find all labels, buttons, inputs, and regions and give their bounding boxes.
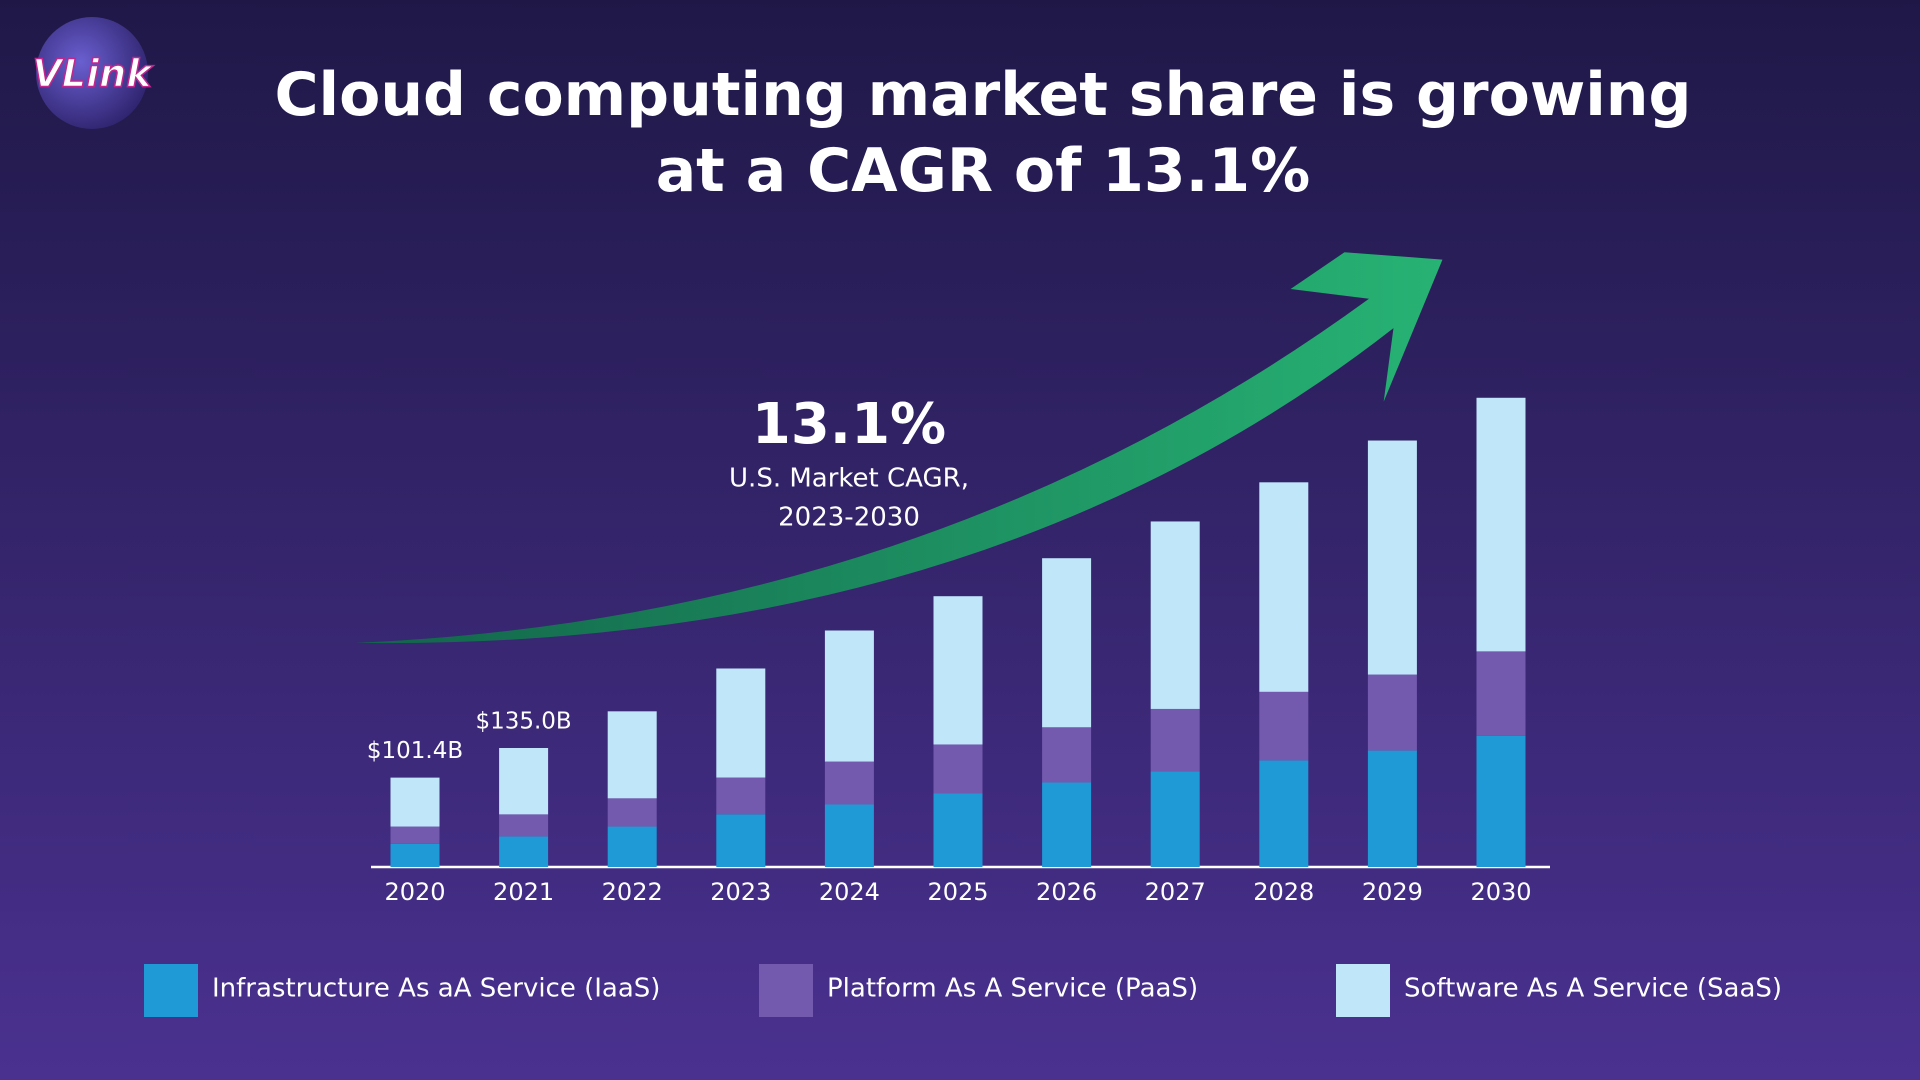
bar-segment [499,747,549,815]
x-tick-label: 2027 [1145,878,1206,906]
bar-segment [1042,727,1092,783]
annotation-line: 2023-2030 [778,503,920,533]
bar-segment [390,843,440,867]
x-tick-label: 2020 [384,878,445,906]
bar-segment [824,630,874,762]
bar-segment [716,814,766,867]
x-tick-label: 2025 [927,878,988,906]
bar-segment [933,793,983,867]
bar-segment [1259,482,1309,692]
x-tick-label: 2026 [1036,878,1097,906]
bar-segment [716,668,766,778]
total-label: $135.0B [475,708,571,734]
bar-segment [390,777,440,827]
legend-label: Infrastructure As aA Service (IaaS) [212,974,660,1004]
x-tick-label: 2023 [710,878,771,906]
bar-segment [933,596,983,745]
bar-segment [716,777,766,815]
x-tick-label: 2024 [819,878,880,906]
logo-text: VLink [33,52,155,96]
bar-segment [499,814,549,837]
bar-segment [1476,397,1526,652]
legend-swatch [144,964,198,1017]
title-line: Cloud computing market share is growing [275,60,1692,130]
bar-segment [1259,691,1309,761]
bar-segment [1259,760,1309,867]
bar-segment [1367,674,1417,751]
bar-segment [607,798,657,827]
bar-segment [824,804,874,867]
annotation-line: U.S. Market CAGR, [729,464,969,494]
x-tick-label: 2030 [1470,878,1531,906]
x-tick-label: 2029 [1362,878,1423,906]
logo-globe [36,17,148,129]
bar-segment [499,836,549,867]
bar-segment [1367,750,1417,867]
bar-segment [607,711,657,799]
bar-segment [1367,440,1417,675]
bar-segment [1476,735,1526,867]
bar-segment [390,826,440,844]
x-tick-label: 2022 [602,878,663,906]
bar-segment [1476,651,1526,736]
bar-segment [1150,521,1200,709]
chart-title: Cloud computing market share is growing a… [275,60,1692,206]
legend-label: Platform As A Service (PaaS) [827,974,1198,1004]
bar-segment [824,761,874,805]
total-label: $101.4B [367,738,463,764]
bar-segment [933,744,983,794]
legend-label: Software As A Service (SaaS) [1404,974,1782,1004]
legend-swatch [1336,964,1390,1017]
title-line: at a CAGR of 13.1% [656,136,1311,206]
bar-segment [1150,708,1200,772]
legend-swatch [759,964,813,1017]
annotation-value: 13.1% [752,392,946,457]
x-tick-label: 2028 [1253,878,1314,906]
bar-segment [607,826,657,867]
bar-segment [1150,771,1200,867]
x-tick-label: 2021 [493,878,554,906]
bar-segment [1042,558,1092,728]
bar-segment [1042,782,1092,867]
growth-arrow [355,252,1443,644]
